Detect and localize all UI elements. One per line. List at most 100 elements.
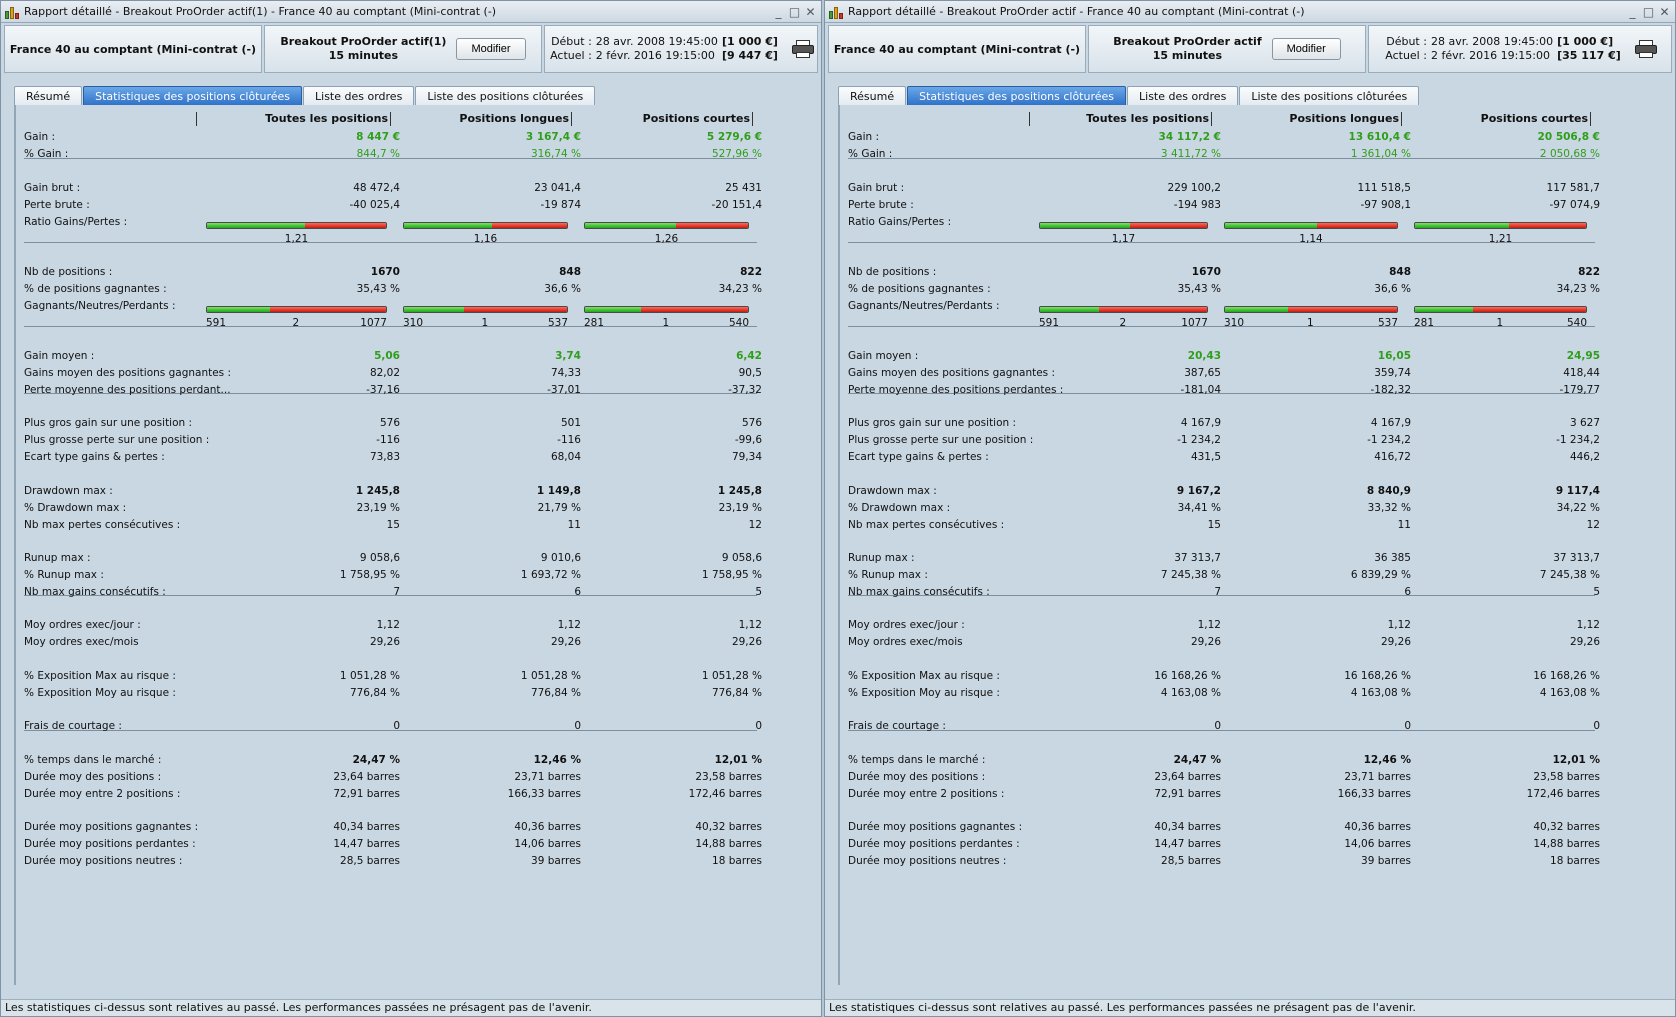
stat-label: Plus grosse perte sur une position : — [24, 434, 210, 446]
ratio-gains-pertes-bar — [403, 222, 568, 229]
bar-green-segment — [1225, 223, 1317, 228]
bar-green-segment — [404, 223, 492, 228]
stat-value: 1 245,8 — [717, 485, 762, 497]
stat-value: 24,47 % — [352, 754, 400, 766]
maximize-icon[interactable]: □ — [788, 4, 801, 19]
stat-value: 12,01 % — [1552, 754, 1600, 766]
stat-value: -181,04 — [1180, 384, 1221, 396]
stat-value: 0 — [1214, 720, 1221, 732]
stat-value: 14,06 barres — [514, 838, 581, 850]
stat-label: Plus gros gain sur une position : — [24, 417, 193, 429]
strategy-name: Breakout ProOrder actif(1) — [280, 35, 447, 48]
tab-closed-position-stats[interactable]: Statistiques des positions clôturées — [83, 86, 303, 105]
stat-value: 34,23 % — [718, 283, 762, 295]
gagnants-neutres-perdants-bar — [403, 306, 568, 313]
stat-label: Drawdown max : — [24, 485, 113, 497]
stat-value: 6 — [1404, 586, 1411, 598]
neutral-count: 1 — [481, 317, 489, 329]
tab-closed-position-list[interactable]: Liste des positions clôturées — [415, 86, 596, 105]
tab-resume[interactable]: Résumé — [838, 86, 907, 105]
stat-label: Ratio Gains/Pertes : — [848, 216, 952, 228]
stat-row: Perte brute : -40 025,4 -19 874 -20 151,4 — [24, 198, 762, 212]
printer-icon[interactable] — [1634, 40, 1657, 58]
capital-now: [35 117 €] — [1557, 49, 1621, 62]
stat-row: Drawdown max : 9 167,2 8 840,9 9 117,4 — [848, 484, 1600, 498]
stat-value: 2 050,68 % — [1539, 148, 1600, 160]
capital-start: [1 000 €] — [1557, 35, 1614, 48]
stat-value: 37 313,7 — [1174, 552, 1221, 564]
close-icon[interactable]: ✕ — [805, 4, 816, 19]
stat-label: Nb de positions : — [24, 266, 113, 278]
minimize-icon[interactable]: _ — [775, 4, 782, 19]
stat-row: % Gain : 3 411,72 % 1 361,04 % 2 050,68 % — [848, 147, 1600, 161]
maximize-icon[interactable]: □ — [1642, 4, 1655, 19]
section-separator — [848, 393, 1595, 394]
tab-order-list[interactable]: Liste des ordres — [1127, 86, 1239, 105]
stat-label: % Runup max : — [848, 569, 928, 581]
stat-row: Durée moy positions perdantes : 14,47 bar… — [24, 837, 762, 851]
stat-value: -194 983 — [1173, 199, 1221, 211]
stat-row: Moy ordres exec/jour : 1,12 1,12 1,12 — [24, 618, 762, 632]
stat-value: 40,34 barres — [333, 821, 400, 833]
stat-value: 72,91 barres — [1154, 788, 1221, 800]
stat-value: 29,26 — [550, 636, 581, 648]
stat-value: 0 — [393, 720, 400, 732]
bar-green-segment — [404, 307, 464, 312]
stat-value: 1 758,95 % — [339, 569, 400, 581]
stat-label: % Exposition Moy au risque : — [24, 687, 176, 699]
tab-order-list[interactable]: Liste des ordres — [303, 86, 415, 105]
neutral-count: 2 — [292, 317, 300, 329]
stat-value: 9 058,6 — [721, 552, 762, 564]
stat-value: 18 barres — [712, 855, 762, 867]
bar-green-segment — [1225, 307, 1288, 312]
stat-row: Durée moy positions neutres : 28,5 barres… — [848, 854, 1600, 868]
stat-value: 8 840,9 — [1366, 485, 1411, 497]
ratio-value: 1,16 — [473, 233, 498, 245]
window-controls: _ □ ✕ — [772, 5, 817, 18]
stat-value: 29,26 — [369, 636, 400, 648]
stat-value: -37,32 — [728, 384, 762, 396]
stat-value: 23,71 barres — [514, 771, 581, 783]
section-separator — [24, 326, 757, 327]
close-icon[interactable]: ✕ — [1659, 4, 1670, 19]
stat-value: 39 barres — [531, 855, 581, 867]
stat-label: Nb max pertes consécutives : — [848, 519, 1005, 531]
stat-label: % Exposition Moy au risque : — [848, 687, 1000, 699]
neutral-count: 1 — [662, 317, 670, 329]
stat-value: 12,46 % — [1363, 754, 1411, 766]
stat-value: 23,19 % — [356, 502, 400, 514]
printer-icon[interactable] — [791, 40, 814, 58]
stat-value: 0 — [755, 720, 762, 732]
bar-red-segment — [491, 223, 567, 228]
stat-value: -116 — [376, 434, 400, 446]
tab-resume[interactable]: Résumé — [14, 86, 83, 105]
bar-red-segment — [305, 223, 386, 228]
minimize-icon[interactable]: _ — [1629, 4, 1636, 19]
stat-value: 34 117,2 € — [1158, 131, 1221, 143]
stat-value: 11 — [567, 519, 581, 531]
bar-red-segment — [1287, 307, 1397, 312]
stat-value: 229 100,2 — [1167, 182, 1221, 194]
strategy-name: Breakout ProOrder actif — [1113, 35, 1262, 48]
stat-value: 14,47 barres — [1154, 838, 1221, 850]
instrument-name: France 40 au comptant (Mini-contrat (-) — [9, 42, 257, 56]
winners-count: 281 — [584, 317, 605, 329]
stat-value: 74,33 — [550, 367, 581, 379]
modify-button[interactable]: Modifier — [1271, 38, 1341, 60]
stats-panel: Toutes les positions Positions longues Pos… — [14, 105, 762, 985]
section-separator — [848, 326, 1595, 327]
stat-value: 822 — [740, 266, 762, 278]
bar-green-segment — [1415, 223, 1509, 228]
debut-label: Début : — [1386, 35, 1427, 48]
tab-closed-position-stats[interactable]: Statistiques des positions clôturées — [907, 86, 1127, 105]
col-header-all-positions: Toutes les positions — [196, 112, 391, 126]
stat-value: 117 581,7 — [1546, 182, 1600, 194]
modify-button[interactable]: Modifier — [456, 38, 526, 60]
stat-value: 23 041,4 — [534, 182, 581, 194]
instrument-box: France 40 au comptant (Mini-contrat (-) — [828, 25, 1086, 73]
stat-value: -97 074,9 — [1549, 199, 1600, 211]
stat-value: 111 518,5 — [1357, 182, 1411, 194]
stat-value: -40 025,4 — [349, 199, 400, 211]
tab-closed-position-list[interactable]: Liste des positions clôturées — [1239, 86, 1420, 105]
stat-row: % Drawdown max : 34,41 % 33,32 % 34,22 % — [848, 501, 1600, 515]
